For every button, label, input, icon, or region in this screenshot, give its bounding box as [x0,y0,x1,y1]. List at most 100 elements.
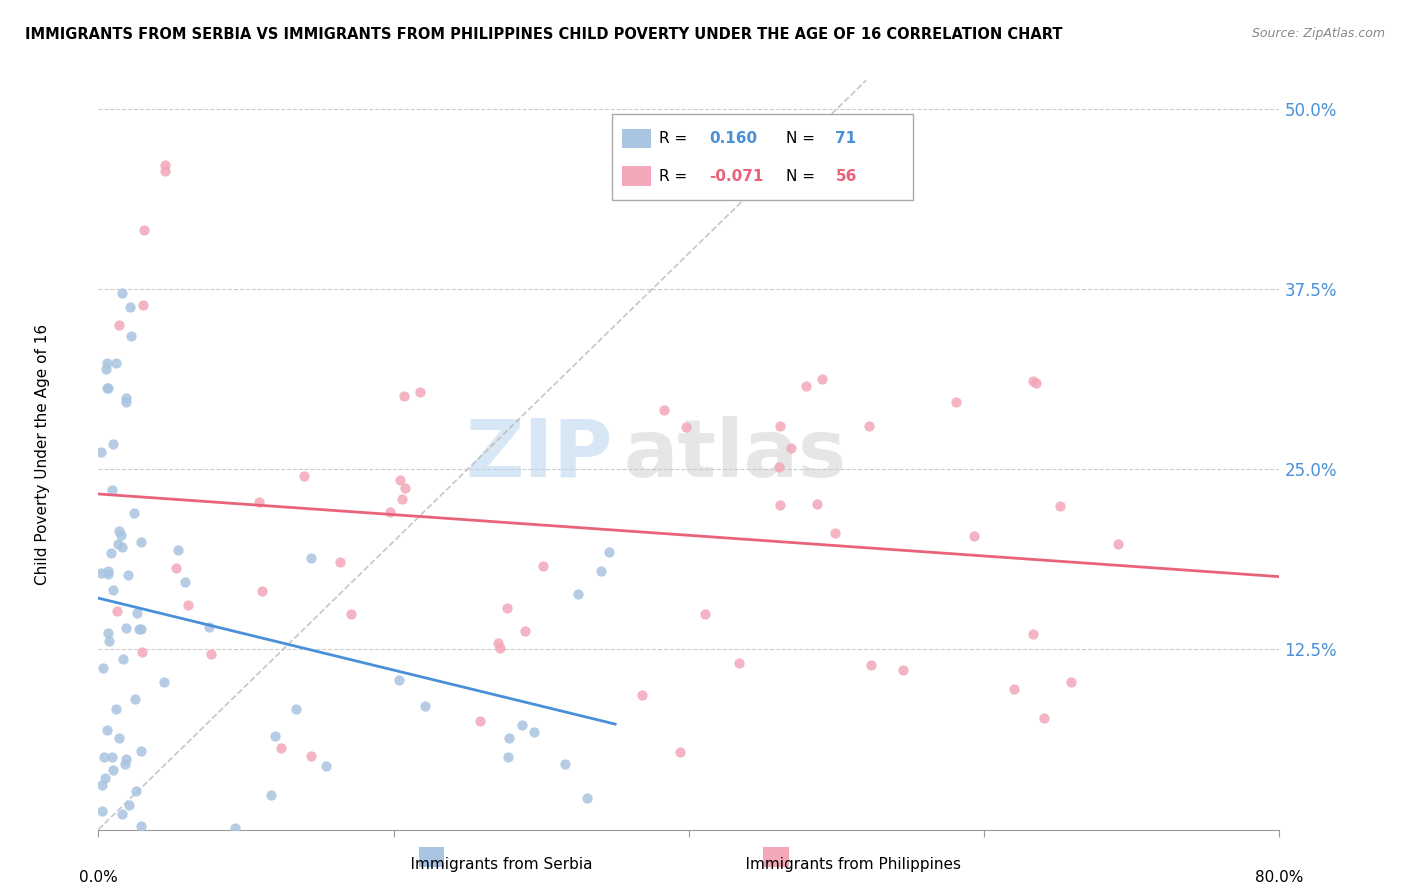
Point [693,607,716,621]
Point [96,381,118,395]
Point [285,702,308,716]
Point [963,529,986,543]
Point [110,528,132,542]
Point [794,379,817,393]
Point [104,356,127,370]
Point [858,419,880,434]
Point [260,788,283,802]
Point [488,641,510,656]
Point [115,391,138,405]
Point [98,634,121,648]
Text: 0.0%: 0.0% [79,870,118,885]
Point [153,158,176,172]
Point [103,764,125,778]
Point [128,622,150,636]
Point [315,758,337,772]
Point [125,606,148,620]
Point [299,748,322,763]
Point [631,688,654,702]
Point [1002,681,1025,696]
Bar [763,847,789,867]
Point [575,790,598,805]
Point [598,545,620,559]
Text: Child Poverty Under the Age of 16: Child Poverty Under the Age of 16 [35,325,49,585]
Point [1032,711,1054,725]
Point [108,524,131,538]
Point [97,564,120,578]
Text: -0.071: -0.071 [709,169,763,184]
Point [101,483,124,497]
Point [523,725,546,739]
Bar [419,847,444,867]
Point [811,372,834,386]
Point [97,566,120,581]
Point [131,298,153,312]
Point [124,784,146,798]
Point [824,526,846,541]
Point [165,561,187,575]
Point [806,497,828,511]
Point [96,723,118,737]
Point [589,564,612,578]
Point [264,730,287,744]
Point [1022,375,1045,389]
Point [780,442,803,456]
Text: 0.160: 0.160 [709,131,758,146]
Point [198,620,221,634]
Point [97,625,120,640]
Point [250,583,273,598]
Point [1060,674,1083,689]
Point [107,731,129,745]
Point [468,714,491,728]
Point [167,542,190,557]
Point [1107,537,1129,551]
Point [1025,376,1047,390]
Point [90,804,112,818]
Text: atlas: atlas [624,416,846,494]
Point [329,555,352,569]
Point [90,566,112,581]
Point [104,702,127,716]
Point [93,750,115,764]
Point [122,506,145,520]
Point [496,600,519,615]
Point [413,699,436,714]
Point [131,622,153,636]
Point [669,744,692,758]
Point [129,743,152,757]
Text: ZIP: ZIP [465,416,612,494]
Point [114,752,136,766]
Point [94,772,117,786]
Point [117,567,139,582]
Point [567,587,589,601]
Text: Source: ZipAtlas.com: Source: ZipAtlas.com [1251,27,1385,40]
Point [107,318,129,332]
Point [94,362,117,376]
Point [496,750,519,764]
Point [111,807,134,822]
Point [768,460,790,475]
Point [114,757,136,772]
Point [394,389,416,403]
Point [153,675,176,690]
Point [270,741,292,756]
Text: Immigrants from Philippines: Immigrants from Philippines [725,857,962,872]
Point [652,403,675,417]
Point [388,673,411,687]
Point [177,598,200,612]
Point [389,474,412,488]
Bar [621,129,651,148]
Point [96,356,118,370]
Point [945,394,967,409]
Bar [621,167,651,186]
Point [118,798,141,813]
Point [378,505,401,519]
Text: R =: R = [659,131,688,146]
Text: Immigrants from Serbia: Immigrants from Serbia [391,857,593,872]
Point [105,604,128,618]
Point [111,540,134,554]
Text: IMMIGRANTS FROM SERBIA VS IMMIGRANTS FROM PHILIPPINES CHILD POVERTY UNDER THE AG: IMMIGRANTS FROM SERBIA VS IMMIGRANTS FRO… [25,27,1063,42]
Point [409,384,432,399]
Point [531,558,554,573]
Point [247,494,270,508]
